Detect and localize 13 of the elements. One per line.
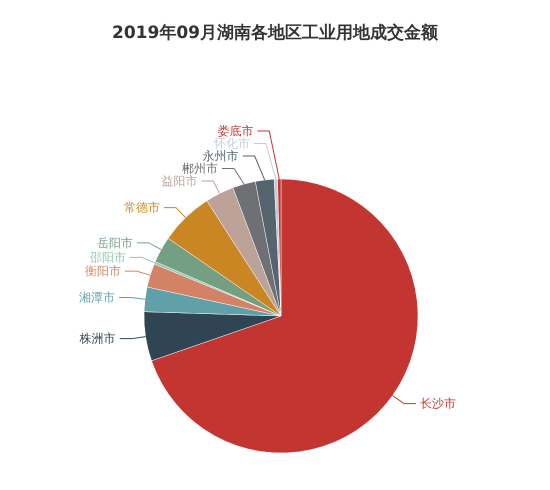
slice-label: 常德市 xyxy=(124,200,160,215)
chart-title: 2019年09月湖南各地区工业用地成交金额 xyxy=(112,23,439,43)
slice-label: 怀化市 xyxy=(212,136,250,151)
slice-label: 娄底市 xyxy=(217,124,254,138)
slice-label: 长沙市 xyxy=(420,396,456,411)
slice-label: 岳阳市 xyxy=(96,236,133,250)
slice-label: 衡阳市 xyxy=(84,264,121,278)
slice-label: 永州市 xyxy=(202,149,239,164)
slice-label: 邵阳市 xyxy=(90,250,126,264)
slice-label: 株洲市 xyxy=(78,332,116,346)
slice-label: 益阳市 xyxy=(161,174,198,188)
slice-label: 湘潭市 xyxy=(79,290,116,305)
slice-label: 郴州市 xyxy=(182,162,218,176)
